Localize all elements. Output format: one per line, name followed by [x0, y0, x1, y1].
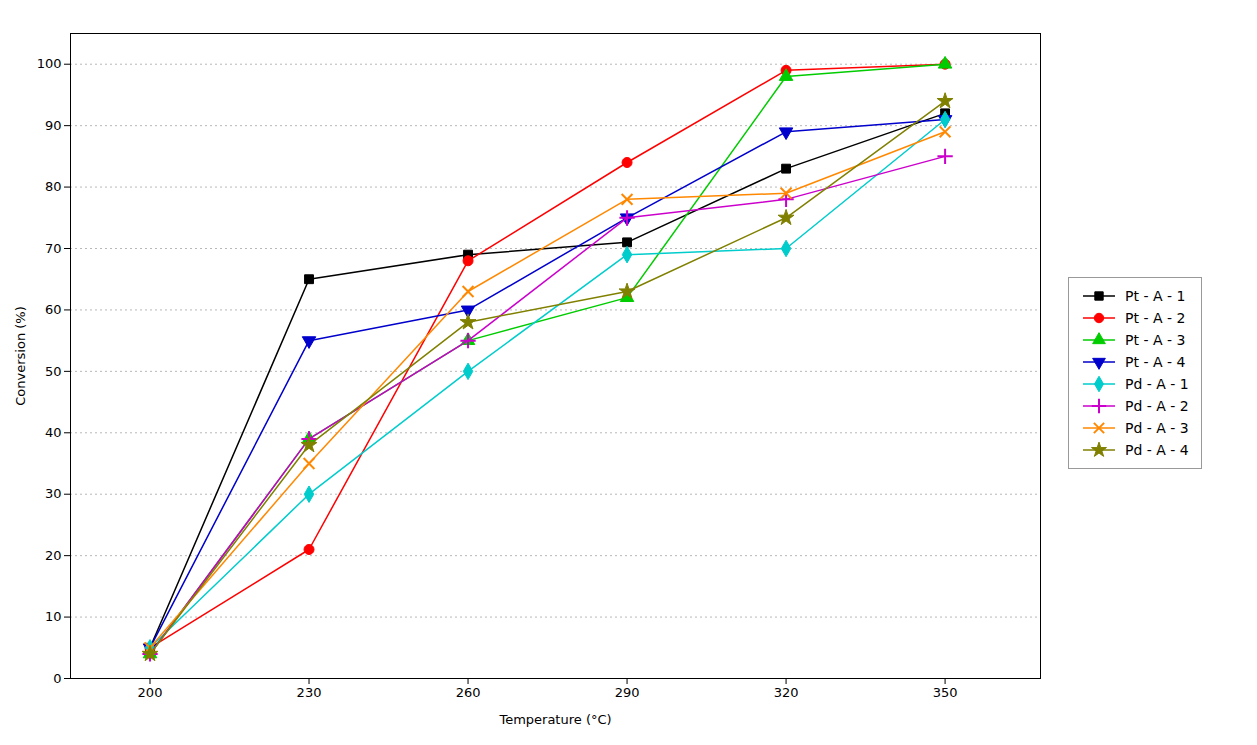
svg-text:320: 320 [774, 684, 799, 699]
svg-text:50: 50 [45, 363, 62, 378]
html-text:Pt - A - 1: Pt - A - 1 [1125, 287, 1186, 304]
svg-text:90: 90 [45, 117, 62, 132]
html-text:Pt - A - 3: Pt - A - 3 [1125, 331, 1186, 348]
html-text:Pt - A - 4: Pt - A - 4 [1125, 353, 1186, 370]
svg-text:100: 100 [37, 56, 62, 71]
svg-text:Conversion (%): Conversion (%) [13, 306, 28, 406]
svg-text:290: 290 [615, 684, 640, 699]
svg-text:70: 70 [45, 240, 62, 255]
svg-text:60: 60 [45, 302, 62, 317]
html-text:Pd - A - 1: Pd - A - 1 [1125, 375, 1189, 392]
html-text:Pd - A - 4: Pd - A - 4 [1125, 441, 1189, 458]
svg-text:200: 200 [138, 684, 163, 699]
svg-text:Temperature (°C): Temperature (°C) [498, 711, 611, 726]
svg-text:80: 80 [45, 179, 62, 194]
html-text:Pd - A - 2: Pd - A - 2 [1125, 397, 1189, 414]
svg-text:0: 0 [53, 670, 61, 685]
svg-text:260: 260 [456, 684, 481, 699]
svg-text:40: 40 [45, 424, 62, 439]
svg-text:20: 20 [45, 547, 62, 562]
html-text:Pd - A - 3: Pd - A - 3 [1125, 419, 1189, 436]
svg-text:350: 350 [933, 684, 958, 699]
svg-text:30: 30 [45, 486, 62, 501]
svg-text:10: 10 [45, 609, 62, 624]
svg-text:230: 230 [297, 684, 322, 699]
html-text:Pt - A - 2: Pt - A - 2 [1125, 309, 1186, 326]
